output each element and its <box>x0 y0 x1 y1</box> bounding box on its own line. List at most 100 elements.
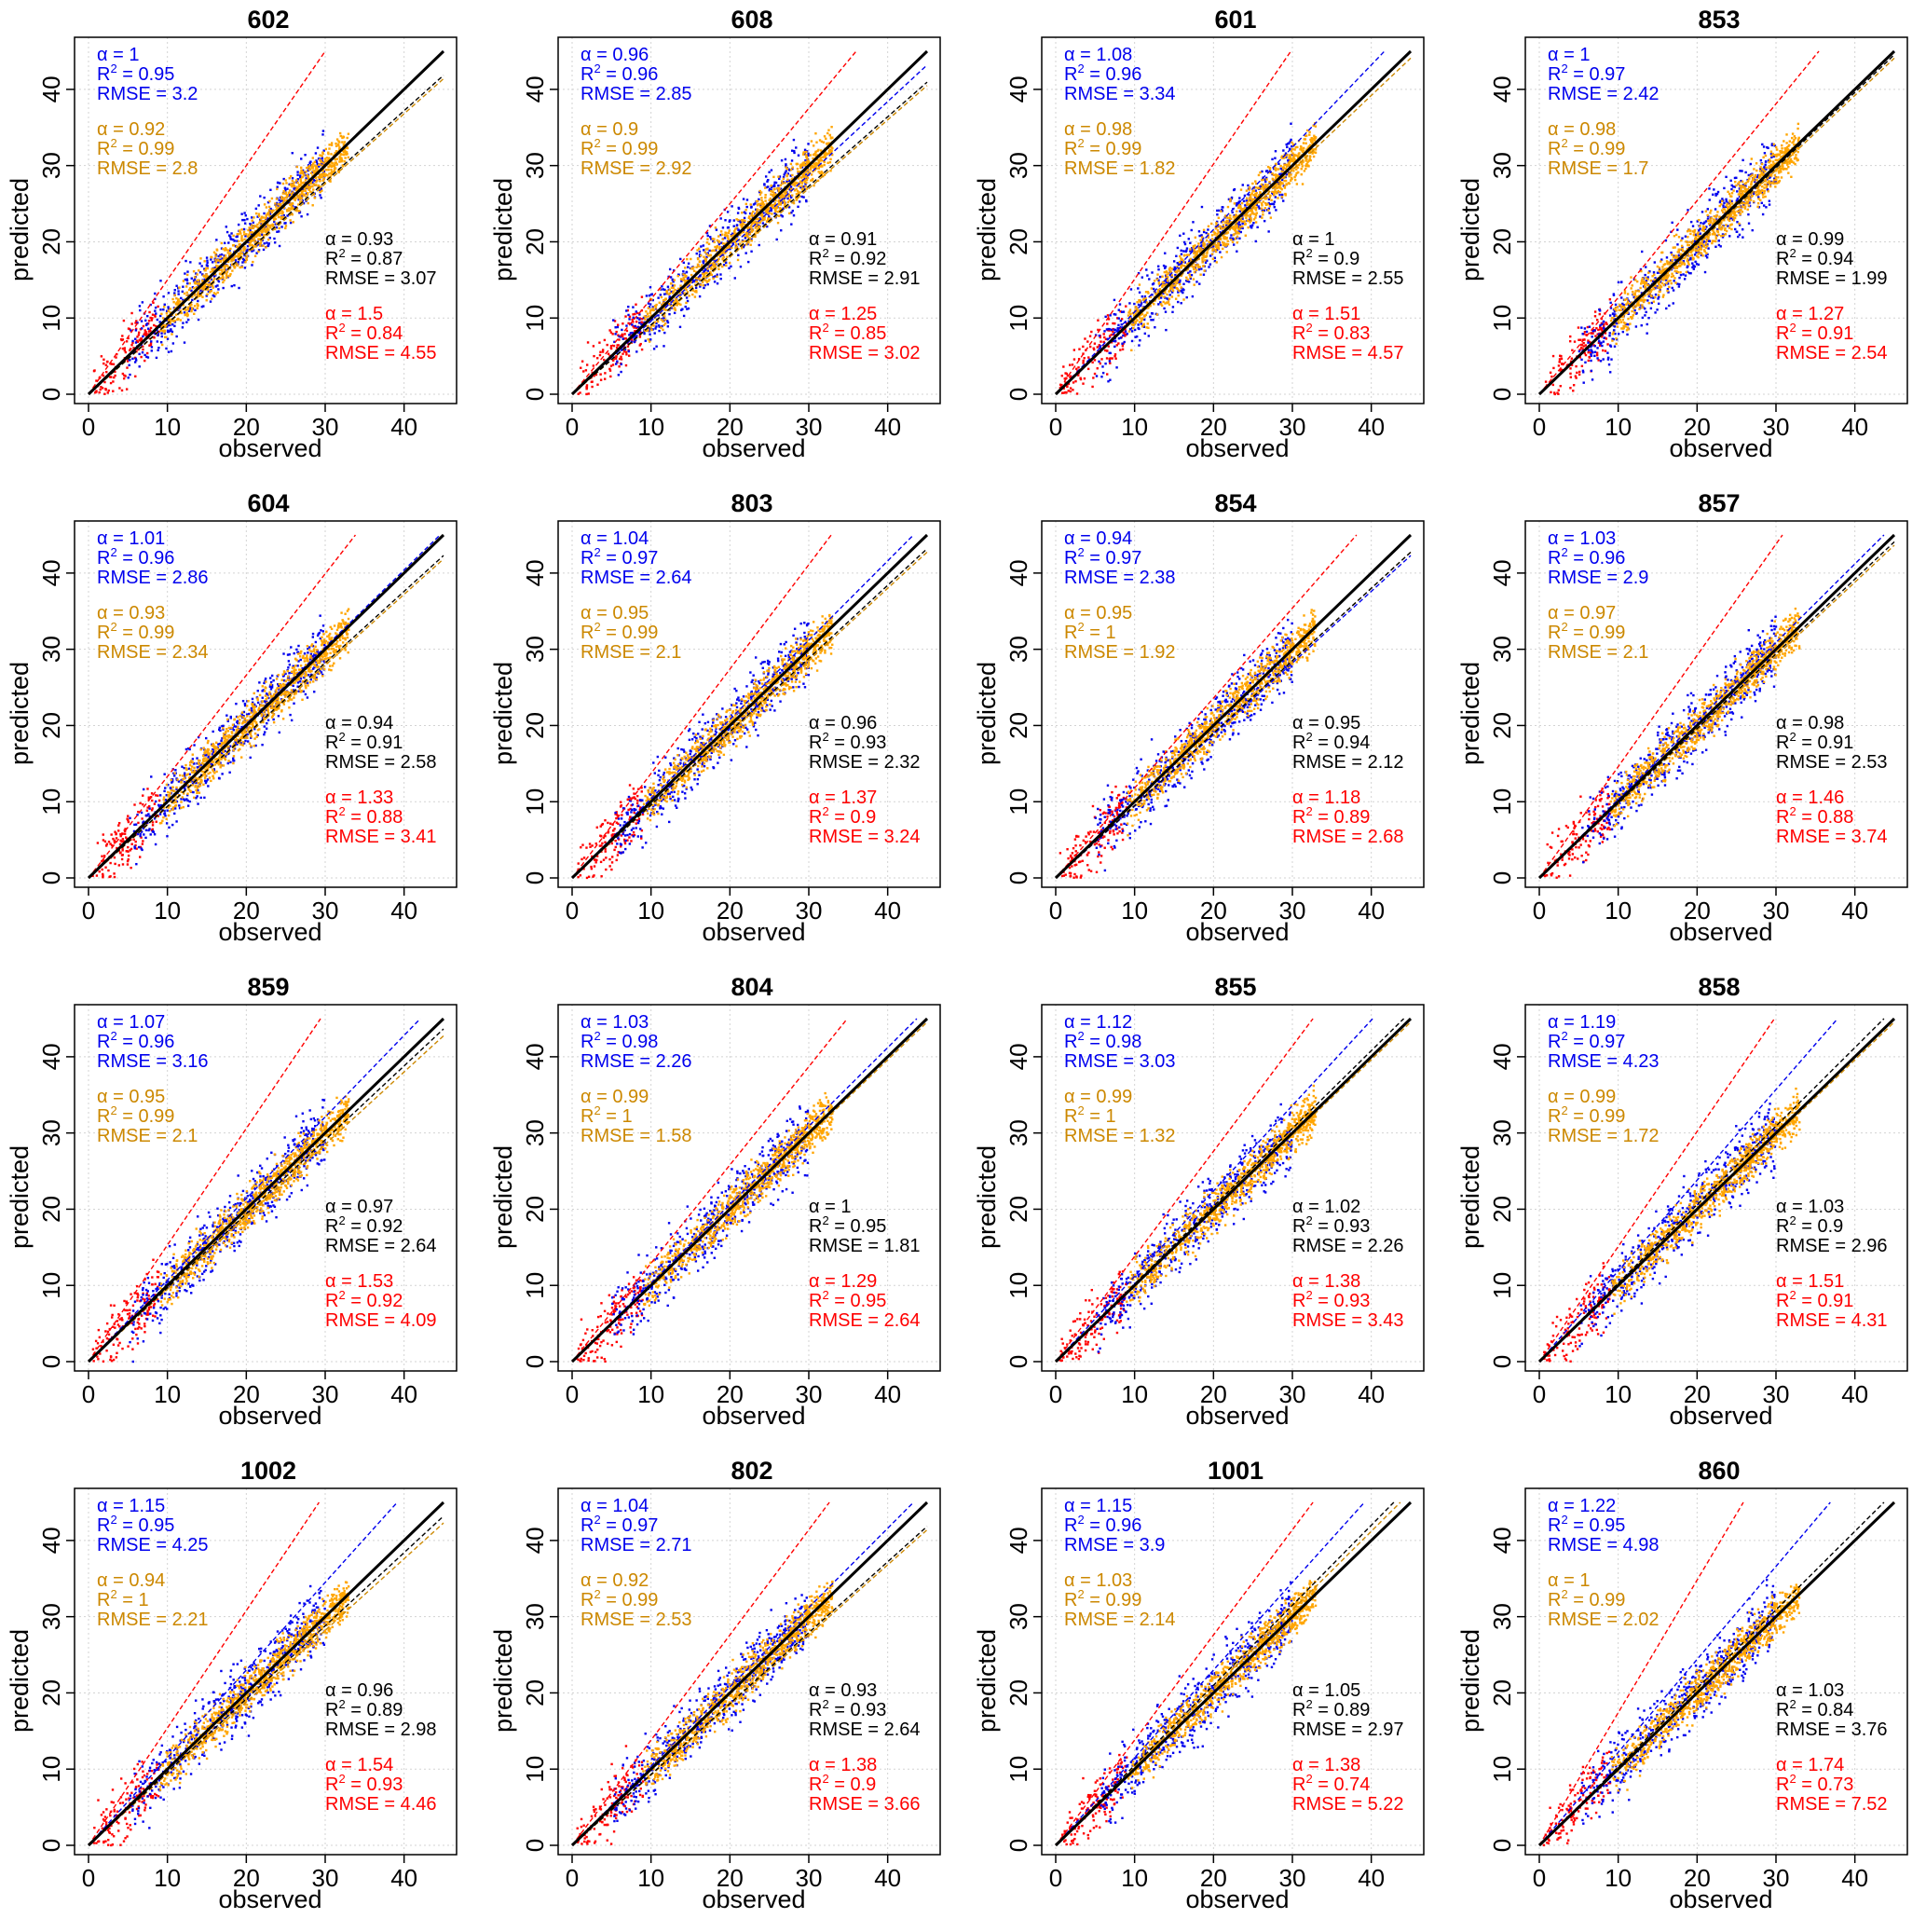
scatter-point <box>815 141 817 143</box>
scatter-point <box>1291 177 1292 179</box>
scatter-point <box>602 350 604 352</box>
scatter-point <box>162 308 164 310</box>
scatter-point <box>1075 368 1077 370</box>
rmse-text: RMSE = 2.91 <box>809 268 921 289</box>
scatter-point <box>819 139 821 141</box>
scatter-point <box>269 226 271 228</box>
scatter-point <box>93 369 95 371</box>
rmse-text: RMSE = 3.2 <box>97 84 198 104</box>
scatter-point <box>243 233 245 235</box>
scatter-point <box>1100 363 1101 364</box>
scatter-point <box>1309 159 1311 161</box>
scatter-point <box>184 341 185 343</box>
scatter-point <box>1259 192 1261 194</box>
scatter-point <box>825 154 826 156</box>
scatter-point <box>280 226 282 227</box>
scatter-point <box>1286 146 1288 148</box>
scatter-point <box>253 216 254 218</box>
scatter-point <box>203 275 205 277</box>
scatter-point <box>1284 186 1286 188</box>
scatter-point <box>1164 253 1166 254</box>
scatter-point <box>1149 316 1151 318</box>
alpha-text: α = 1 <box>1292 229 1334 250</box>
scatter-point <box>285 192 287 194</box>
scatter-point <box>1240 231 1242 233</box>
scatter-point <box>639 336 641 337</box>
scatter-point <box>1233 234 1235 236</box>
scatter-point <box>645 339 647 341</box>
scatter-point <box>1117 324 1119 326</box>
scatter-point <box>1585 344 1587 346</box>
scatter-point <box>315 152 317 154</box>
scatter-point <box>1293 148 1295 150</box>
scatter-point <box>694 295 696 297</box>
scatter-point <box>781 180 783 182</box>
scatter-point <box>141 337 143 339</box>
scatter-point <box>171 323 173 325</box>
scatter-point <box>1199 273 1201 275</box>
scatter-point <box>1139 339 1141 341</box>
scatter-point <box>735 246 737 248</box>
scatter-point <box>707 235 709 237</box>
scatter-point <box>1227 231 1229 233</box>
scatter-point <box>797 190 799 192</box>
scatter-point <box>110 382 112 384</box>
scatter-point <box>1154 293 1156 295</box>
scatter-point <box>649 338 651 340</box>
scatter-point <box>291 208 293 210</box>
scatter-point <box>233 256 235 258</box>
scatter-point <box>1145 326 1147 328</box>
scatter-point <box>1255 206 1257 208</box>
scatter-point <box>1285 194 1287 196</box>
scatter-point <box>1208 266 1209 267</box>
scatter-point <box>649 334 650 336</box>
scatter-point <box>715 226 717 228</box>
scatter-point <box>1215 222 1217 224</box>
scatter-point <box>168 351 170 353</box>
scatter-point <box>717 282 718 284</box>
scatter-point <box>1251 199 1253 200</box>
scatter-point <box>223 257 225 259</box>
scatter-point <box>816 150 818 152</box>
scatter-point <box>648 338 649 340</box>
scatter-point <box>799 167 801 169</box>
scatter-point <box>1605 337 1607 339</box>
scatter-point <box>1142 298 1144 300</box>
scatter-point <box>716 276 717 278</box>
scatter-point <box>641 295 643 297</box>
scatter-point <box>227 241 229 243</box>
scatter-point <box>1100 340 1101 342</box>
scatter-point <box>1169 288 1171 290</box>
scatter-point <box>614 326 616 328</box>
scatter-point <box>263 212 265 214</box>
scatter-point <box>226 270 228 272</box>
scatter-point <box>712 238 714 240</box>
scatter-point <box>309 185 311 187</box>
scatter-point <box>122 373 124 375</box>
scatter-point <box>784 173 785 175</box>
scatter-point <box>1300 145 1302 147</box>
scatter-point <box>1141 295 1143 297</box>
scatter-point <box>1241 202 1243 204</box>
scatter-point <box>1136 336 1138 337</box>
scatter-point <box>636 326 638 328</box>
scatter-point <box>1131 330 1133 332</box>
scatter-point <box>248 226 250 228</box>
y-tick-label: 0 <box>37 388 65 401</box>
scatter-point <box>312 157 314 158</box>
scatter-point <box>147 328 149 330</box>
scatter-point <box>252 220 253 222</box>
scatter-point <box>1281 188 1283 190</box>
scatter-point <box>1139 292 1141 294</box>
r2-text: R2 = 0.84 <box>325 321 403 344</box>
scatter-point <box>579 391 581 393</box>
scatter-point <box>730 266 731 267</box>
scatter-point <box>683 315 685 317</box>
scatter-point <box>805 151 807 153</box>
scatter-point <box>1122 335 1124 336</box>
scatter-point <box>319 175 321 177</box>
scatter-point <box>628 354 630 356</box>
scatter-point <box>1086 340 1088 342</box>
scatter-point <box>1281 194 1283 196</box>
